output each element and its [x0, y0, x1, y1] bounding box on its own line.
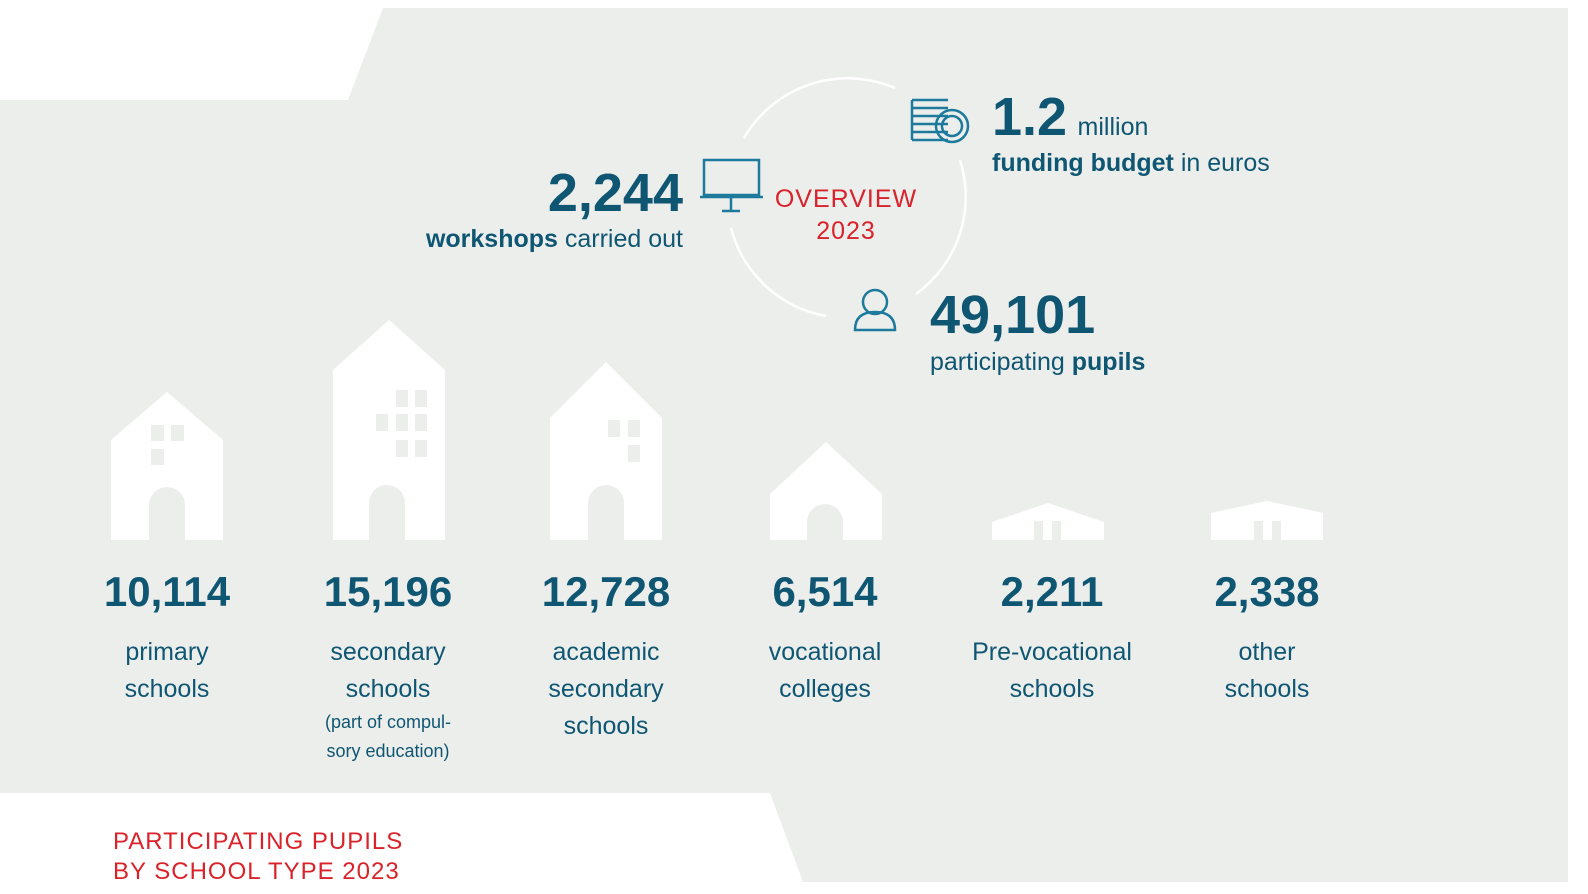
stat-label-text: in euros [1180, 149, 1270, 177]
overview-title: OVERVIEW [774, 185, 918, 213]
stat-label-text: carried out [564, 225, 683, 253]
school-note-line: sory education) [326, 741, 450, 761]
stat-value: 49,101 [930, 285, 1096, 345]
school-value: 6,514 [772, 568, 878, 615]
houses [111, 320, 1323, 540]
school-column: 6,514 vocational colleges [715, 562, 935, 708]
stat-unit: million [1077, 113, 1149, 141]
stat-label: funding budget in euros [992, 148, 1270, 178]
school-label: secondary schools [278, 634, 498, 708]
school-value: 12,728 [541, 568, 671, 615]
footer-line: BY SCHOOL TYPE 2023 [113, 858, 400, 885]
grey-panel [0, 8, 1568, 882]
school-label-line: secondary [330, 638, 446, 666]
school-label-line: schools [563, 712, 649, 740]
school-label: vocational colleges [715, 634, 935, 708]
house-details [149, 390, 1281, 540]
school-label: primary schools [57, 634, 277, 708]
school-label-line: secondary [548, 675, 664, 703]
icons [700, 98, 970, 332]
school-note-line: (part of compul- [324, 712, 452, 732]
school-label: Pre-vocational schools [942, 634, 1162, 708]
footer-line: PARTICIPATING PUPILS [113, 828, 404, 855]
school-label-line: other [1238, 638, 1296, 666]
school-column: 10,114 primary schools [57, 562, 277, 708]
school-label-line: Pre-vocational [972, 638, 1132, 666]
school-label-line: schools [345, 675, 431, 703]
school-label-line: schools [1224, 675, 1310, 703]
overview-ring [729, 77, 967, 318]
school-label-line: primary [125, 638, 209, 666]
school-value: 2,211 [1000, 568, 1104, 615]
school-column: 2,338 other schools [1157, 562, 1377, 708]
school-label-line: vocational [768, 638, 882, 666]
stat-value: 2,244 [547, 163, 683, 223]
school-label-line: schools [124, 675, 210, 703]
school-label: academic secondary schools [496, 634, 716, 745]
school-column: 2,211 Pre-vocational schools [942, 562, 1162, 708]
stat-label-bold: pupils [1071, 348, 1146, 376]
stat-budget: 1.2 million [992, 87, 1148, 147]
school-label-line: academic [552, 638, 660, 666]
school-label: other schools [1157, 634, 1377, 708]
stat-label-bold: workshops [425, 225, 558, 253]
stat-label-bold: funding budget [992, 149, 1174, 177]
overview-year: 2023 [816, 217, 876, 245]
school-column: 12,728 academic secondary schools [496, 562, 716, 745]
stat-label-text: participating [930, 348, 1065, 376]
school-value: 10,114 [103, 568, 231, 615]
school-value: 2,338 [1214, 568, 1320, 615]
school-value: 15,196 [323, 568, 453, 615]
stat-label: workshops carried out [426, 224, 683, 254]
stat-label: participating pupils [930, 347, 1145, 377]
school-label-line: schools [1009, 675, 1095, 703]
stat-value: 1.2 [992, 87, 1068, 147]
school-label-line: colleges [779, 675, 871, 703]
school-column: 15,196 secondary schools (part of compul-so… [278, 562, 498, 766]
